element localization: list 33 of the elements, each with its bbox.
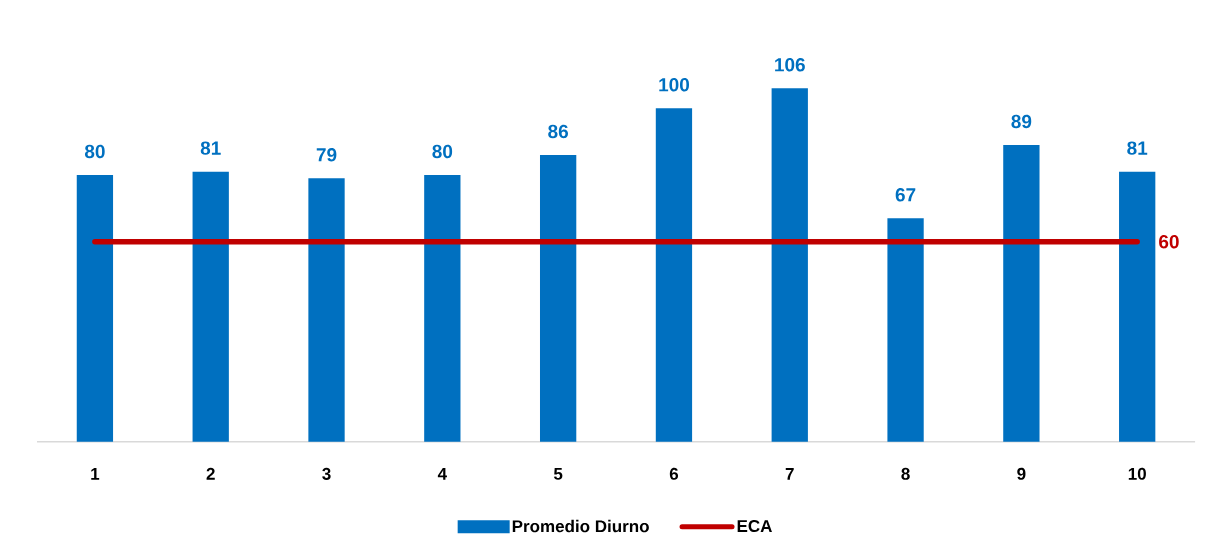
data-label: 106 (775, 58, 805, 72)
data-label: 100 (659, 78, 690, 92)
data-label: 67 (895, 188, 916, 202)
data-label: 80 (432, 144, 453, 159)
bar (539, 155, 577, 442)
bar (771, 88, 808, 442)
bar (76, 175, 114, 442)
bar (192, 171, 229, 442)
x-tick-label: 1 (91, 468, 100, 480)
data-label: 80 (84, 144, 105, 159)
data-label: 60 (1159, 234, 1179, 249)
x-tick-label: 9 (1017, 467, 1026, 480)
bar (1003, 145, 1040, 442)
x-tick-label: 3 (322, 467, 331, 480)
x-tick-label: 5 (553, 468, 563, 480)
x-tick-label: 8 (901, 467, 910, 480)
x-tick-label: 2 (206, 467, 215, 480)
data-label: 86 (548, 124, 569, 139)
x-tick-label: 4 (437, 468, 447, 480)
data-label: 79 (316, 148, 337, 162)
bar (308, 178, 345, 442)
bar (424, 175, 461, 442)
bar (887, 218, 924, 442)
data-label: 81 (1127, 141, 1148, 155)
x-tick-label: 10 (1128, 467, 1146, 480)
data-label: 89 (1011, 114, 1032, 129)
x-tick-label: 6 (669, 467, 679, 480)
legend-label: ECA (737, 520, 772, 533)
data-label: 81 (200, 141, 221, 155)
bar (655, 108, 693, 442)
legend-label: Promedio Diurno (512, 519, 649, 533)
x-tick-label: 7 (785, 468, 794, 480)
bar (1119, 171, 1156, 442)
